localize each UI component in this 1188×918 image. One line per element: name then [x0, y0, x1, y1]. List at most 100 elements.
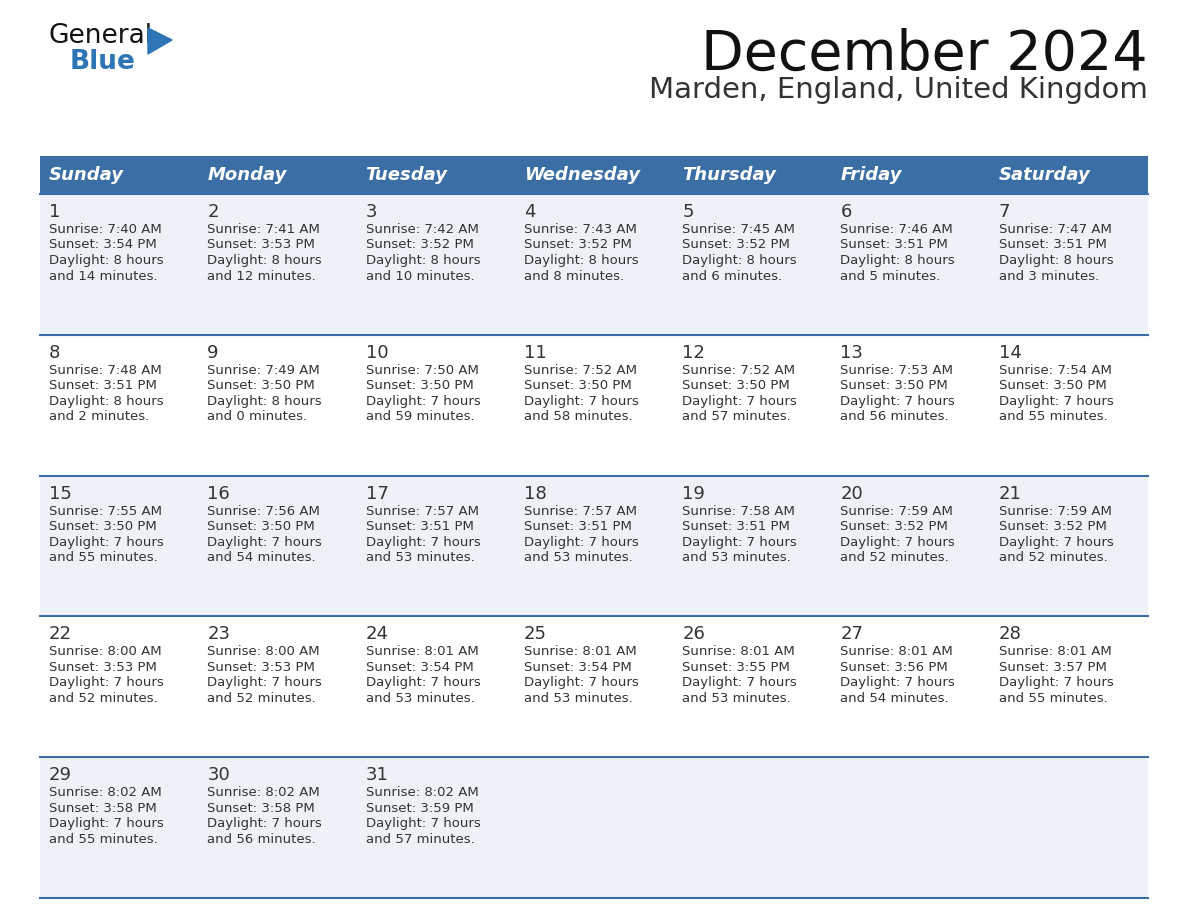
Text: Sunset: 3:53 PM: Sunset: 3:53 PM — [207, 239, 315, 252]
Text: Daylight: 7 hours: Daylight: 7 hours — [840, 677, 955, 689]
Text: and 54 minutes.: and 54 minutes. — [840, 692, 949, 705]
Text: Daylight: 7 hours: Daylight: 7 hours — [524, 535, 639, 549]
Text: Sunset: 3:51 PM: Sunset: 3:51 PM — [682, 521, 790, 533]
Text: Sunrise: 8:01 AM: Sunrise: 8:01 AM — [682, 645, 795, 658]
Text: Sunset: 3:50 PM: Sunset: 3:50 PM — [999, 379, 1106, 392]
Text: Friday: Friday — [840, 166, 902, 184]
Text: Sunrise: 8:01 AM: Sunrise: 8:01 AM — [366, 645, 479, 658]
Text: 15: 15 — [49, 485, 72, 502]
Text: Daylight: 8 hours: Daylight: 8 hours — [207, 254, 322, 267]
Text: Sunrise: 7:49 AM: Sunrise: 7:49 AM — [207, 364, 320, 376]
Text: 26: 26 — [682, 625, 704, 644]
Text: Sunrise: 7:52 AM: Sunrise: 7:52 AM — [524, 364, 637, 376]
Text: Sunday: Sunday — [49, 166, 124, 184]
Text: Daylight: 8 hours: Daylight: 8 hours — [682, 254, 797, 267]
Text: Sunset: 3:50 PM: Sunset: 3:50 PM — [207, 521, 315, 533]
Text: and 3 minutes.: and 3 minutes. — [999, 270, 1099, 283]
Text: Marden, England, United Kingdom: Marden, England, United Kingdom — [649, 76, 1148, 104]
Text: Sunset: 3:52 PM: Sunset: 3:52 PM — [366, 239, 474, 252]
Text: and 56 minutes.: and 56 minutes. — [207, 833, 316, 845]
Text: Daylight: 8 hours: Daylight: 8 hours — [840, 254, 955, 267]
Text: Sunset: 3:58 PM: Sunset: 3:58 PM — [207, 801, 315, 814]
Text: Daylight: 8 hours: Daylight: 8 hours — [49, 254, 164, 267]
Text: Sunrise: 7:56 AM: Sunrise: 7:56 AM — [207, 505, 320, 518]
Text: Daylight: 8 hours: Daylight: 8 hours — [207, 395, 322, 408]
Text: Sunset: 3:52 PM: Sunset: 3:52 PM — [840, 521, 948, 533]
Text: Sunset: 3:58 PM: Sunset: 3:58 PM — [49, 801, 157, 814]
Text: and 53 minutes.: and 53 minutes. — [524, 692, 632, 705]
Text: Sunrise: 7:54 AM: Sunrise: 7:54 AM — [999, 364, 1112, 376]
Text: Daylight: 7 hours: Daylight: 7 hours — [366, 395, 480, 408]
Text: Sunset: 3:51 PM: Sunset: 3:51 PM — [999, 239, 1106, 252]
Text: 31: 31 — [366, 767, 388, 784]
Text: Blue: Blue — [70, 49, 135, 75]
Text: Daylight: 8 hours: Daylight: 8 hours — [49, 395, 164, 408]
Text: Sunrise: 7:57 AM: Sunrise: 7:57 AM — [524, 505, 637, 518]
Text: Daylight: 7 hours: Daylight: 7 hours — [49, 677, 164, 689]
Text: Daylight: 7 hours: Daylight: 7 hours — [840, 535, 955, 549]
Text: 8: 8 — [49, 344, 61, 362]
Text: Sunrise: 7:41 AM: Sunrise: 7:41 AM — [207, 223, 320, 236]
Text: Sunset: 3:51 PM: Sunset: 3:51 PM — [840, 239, 948, 252]
Text: 1: 1 — [49, 203, 61, 221]
Text: and 57 minutes.: and 57 minutes. — [682, 410, 791, 423]
Text: and 57 minutes.: and 57 minutes. — [366, 833, 474, 845]
Text: Daylight: 7 hours: Daylight: 7 hours — [999, 395, 1113, 408]
Text: and 10 minutes.: and 10 minutes. — [366, 270, 474, 283]
Bar — [40, 194, 1148, 335]
Text: and 55 minutes.: and 55 minutes. — [999, 692, 1107, 705]
Text: and 2 minutes.: and 2 minutes. — [49, 410, 150, 423]
Text: 10: 10 — [366, 344, 388, 362]
Text: Sunrise: 8:02 AM: Sunrise: 8:02 AM — [207, 786, 320, 800]
Text: and 54 minutes.: and 54 minutes. — [207, 551, 316, 564]
Text: Daylight: 7 hours: Daylight: 7 hours — [366, 535, 480, 549]
Text: Wednesday: Wednesday — [524, 166, 640, 184]
Text: 29: 29 — [49, 767, 72, 784]
Text: and 52 minutes.: and 52 minutes. — [49, 692, 158, 705]
Text: and 52 minutes.: and 52 minutes. — [999, 551, 1107, 564]
Text: 7: 7 — [999, 203, 1010, 221]
Text: 13: 13 — [840, 344, 864, 362]
Text: Sunset: 3:50 PM: Sunset: 3:50 PM — [840, 379, 948, 392]
Text: and 58 minutes.: and 58 minutes. — [524, 410, 632, 423]
Text: and 6 minutes.: and 6 minutes. — [682, 270, 782, 283]
Text: Sunrise: 8:01 AM: Sunrise: 8:01 AM — [524, 645, 637, 658]
Text: Daylight: 7 hours: Daylight: 7 hours — [682, 395, 797, 408]
Text: and 53 minutes.: and 53 minutes. — [366, 551, 474, 564]
Text: 4: 4 — [524, 203, 536, 221]
Text: Sunrise: 7:42 AM: Sunrise: 7:42 AM — [366, 223, 479, 236]
Text: 20: 20 — [840, 485, 864, 502]
Text: 24: 24 — [366, 625, 388, 644]
Text: Sunset: 3:54 PM: Sunset: 3:54 PM — [366, 661, 473, 674]
Text: and 53 minutes.: and 53 minutes. — [682, 551, 791, 564]
Bar — [40, 335, 1148, 476]
Text: and 52 minutes.: and 52 minutes. — [207, 692, 316, 705]
Text: and 8 minutes.: and 8 minutes. — [524, 270, 624, 283]
Text: Daylight: 7 hours: Daylight: 7 hours — [840, 395, 955, 408]
Text: Sunrise: 8:00 AM: Sunrise: 8:00 AM — [207, 645, 320, 658]
Text: Tuesday: Tuesday — [366, 166, 448, 184]
Text: and 55 minutes.: and 55 minutes. — [49, 551, 158, 564]
Text: Daylight: 8 hours: Daylight: 8 hours — [524, 254, 638, 267]
Text: Sunrise: 7:40 AM: Sunrise: 7:40 AM — [49, 223, 162, 236]
Text: 18: 18 — [524, 485, 546, 502]
Text: Daylight: 7 hours: Daylight: 7 hours — [999, 677, 1113, 689]
Text: Daylight: 7 hours: Daylight: 7 hours — [524, 677, 639, 689]
Text: and 55 minutes.: and 55 minutes. — [999, 410, 1107, 423]
Text: Sunset: 3:52 PM: Sunset: 3:52 PM — [524, 239, 632, 252]
Text: Sunset: 3:52 PM: Sunset: 3:52 PM — [999, 521, 1106, 533]
Text: December 2024: December 2024 — [701, 28, 1148, 82]
Text: Sunset: 3:50 PM: Sunset: 3:50 PM — [207, 379, 315, 392]
Text: 25: 25 — [524, 625, 546, 644]
Text: 12: 12 — [682, 344, 704, 362]
Text: Daylight: 7 hours: Daylight: 7 hours — [366, 817, 480, 830]
Text: 22: 22 — [49, 625, 72, 644]
Text: Daylight: 8 hours: Daylight: 8 hours — [999, 254, 1113, 267]
Text: Daylight: 7 hours: Daylight: 7 hours — [682, 677, 797, 689]
Bar — [40, 616, 1148, 757]
Text: Sunrise: 8:01 AM: Sunrise: 8:01 AM — [840, 645, 953, 658]
Text: 3: 3 — [366, 203, 377, 221]
Text: Daylight: 7 hours: Daylight: 7 hours — [999, 535, 1113, 549]
Text: Sunrise: 7:45 AM: Sunrise: 7:45 AM — [682, 223, 795, 236]
Text: Sunset: 3:55 PM: Sunset: 3:55 PM — [682, 661, 790, 674]
